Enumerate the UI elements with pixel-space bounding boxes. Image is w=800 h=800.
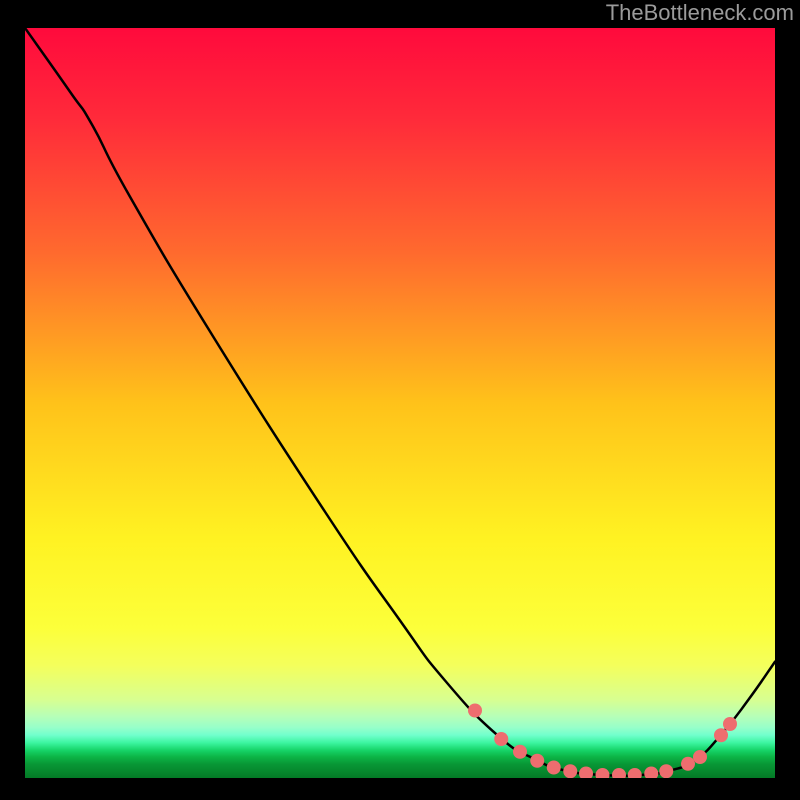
curve-marker (494, 732, 508, 746)
chart-canvas: TheBottleneck.com (0, 0, 800, 800)
curve-marker (659, 764, 673, 778)
curve-marker (723, 717, 737, 731)
gradient-background (25, 28, 775, 778)
curve-marker (681, 757, 695, 771)
curve-marker (513, 745, 527, 759)
curve-marker (563, 764, 577, 778)
plot-svg (25, 28, 775, 778)
plot-frame (25, 28, 775, 778)
curve-marker (693, 750, 707, 764)
curve-marker (468, 704, 482, 718)
watermark-text: TheBottleneck.com (606, 0, 800, 26)
curve-marker (547, 761, 561, 775)
curve-marker (714, 728, 728, 742)
curve-marker (530, 754, 544, 768)
